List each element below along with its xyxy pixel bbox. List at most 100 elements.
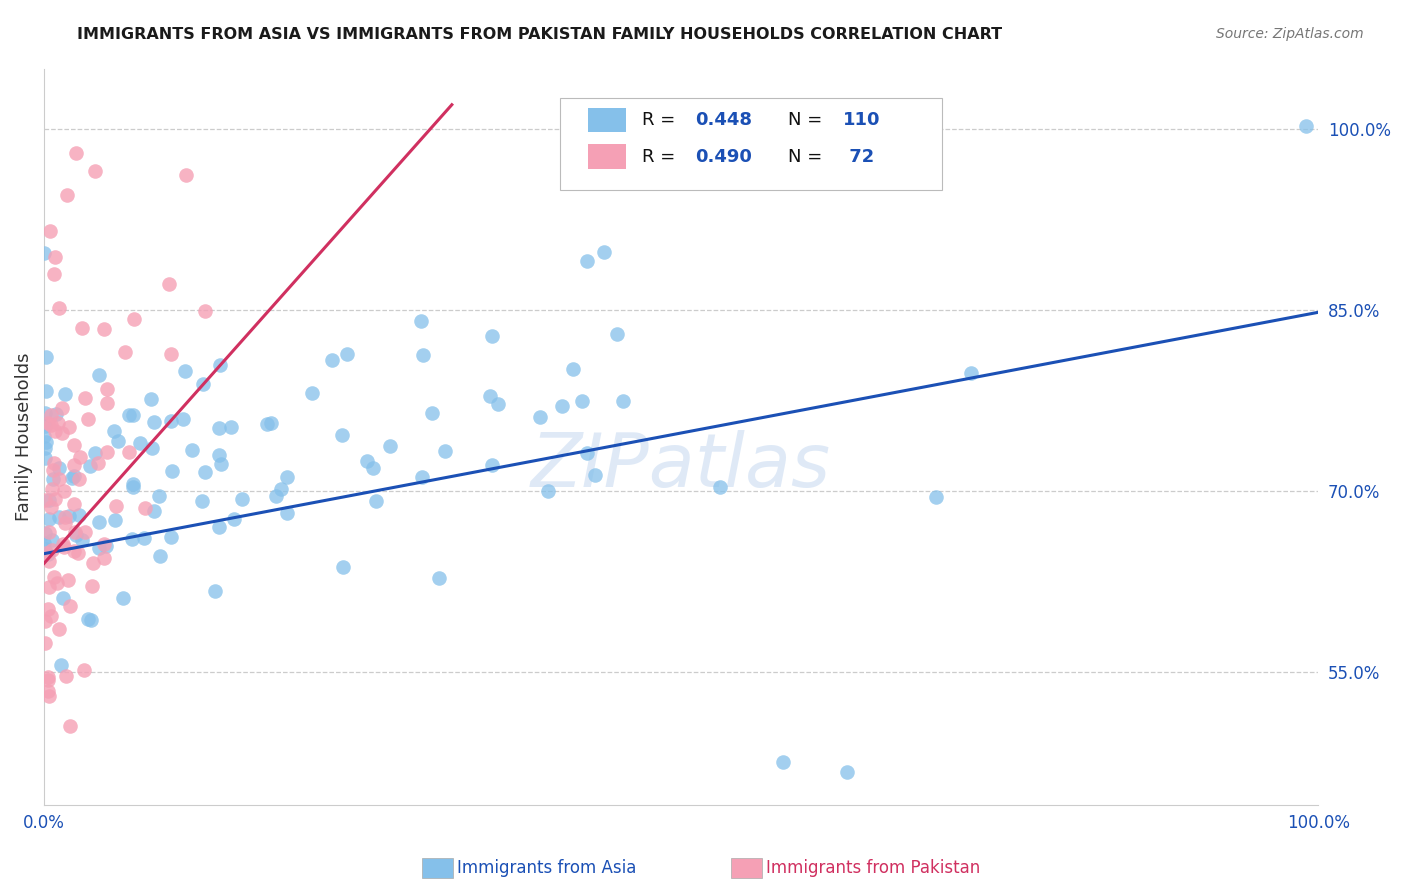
- Point: [420, 406, 443, 420]
- Point: [571, 393, 593, 408]
- Point: [104, 513, 127, 527]
- Point: [121, 532, 143, 546]
- Point: [551, 399, 574, 413]
- Point: [32, 246, 55, 260]
- Point: [34, 428, 56, 442]
- Point: [34, 536, 56, 550]
- Point: [117, 409, 139, 423]
- Point: [606, 326, 628, 341]
- Point: [576, 254, 599, 268]
- Point: [44, 267, 66, 281]
- Point: [63, 468, 86, 483]
- Point: [209, 358, 232, 372]
- Point: [48, 301, 70, 316]
- Text: Immigrants from Pakistan: Immigrants from Pakistan: [766, 859, 980, 877]
- Point: [107, 434, 129, 449]
- Text: N =: N =: [789, 112, 828, 129]
- Point: [52, 591, 75, 606]
- Point: [330, 428, 353, 442]
- Point: [51, 657, 73, 672]
- FancyBboxPatch shape: [560, 98, 942, 190]
- Point: [592, 244, 614, 259]
- Point: [84, 445, 107, 459]
- Point: [53, 386, 76, 401]
- Point: [37, 670, 59, 684]
- Point: [63, 497, 86, 511]
- Point: [157, 277, 180, 291]
- Point: [80, 579, 103, 593]
- Point: [77, 412, 100, 426]
- Point: [336, 347, 359, 361]
- Text: Source: ZipAtlas.com: Source: ZipAtlas.com: [1216, 27, 1364, 41]
- Point: [93, 551, 115, 566]
- Point: [211, 457, 233, 471]
- Point: [139, 392, 162, 406]
- Point: [561, 362, 583, 376]
- Point: [84, 164, 107, 178]
- Point: [222, 511, 245, 525]
- Point: [63, 458, 86, 472]
- Point: [207, 520, 229, 534]
- Point: [321, 353, 343, 368]
- Point: [41, 483, 63, 497]
- Point: [486, 397, 509, 411]
- Point: [118, 445, 141, 459]
- Point: [148, 549, 170, 563]
- Point: [204, 584, 226, 599]
- Point: [67, 472, 90, 486]
- Point: [75, 391, 97, 405]
- Point: [69, 450, 91, 464]
- Point: [481, 458, 503, 473]
- Point: [260, 416, 283, 430]
- Text: 0.490: 0.490: [695, 147, 752, 166]
- Point: [180, 442, 202, 457]
- Point: [122, 476, 145, 491]
- Point: [34, 614, 56, 628]
- Point: [122, 481, 145, 495]
- Point: [42, 456, 65, 470]
- Point: [366, 494, 388, 508]
- Point: [67, 508, 90, 523]
- Point: [159, 414, 181, 428]
- Point: [433, 444, 456, 458]
- Text: IMMIGRANTS FROM ASIA VS IMMIGRANTS FROM PAKISTAN FAMILY HOUSEHOLDS CORRELATION C: IMMIGRANTS FROM ASIA VS IMMIGRANTS FROM …: [77, 27, 1002, 42]
- Point: [48, 460, 70, 475]
- Point: [45, 408, 67, 422]
- Point: [38, 689, 60, 703]
- Point: [58, 719, 80, 733]
- Point: [960, 366, 983, 380]
- Point: [37, 683, 59, 698]
- Point: [72, 321, 94, 335]
- Point: [70, 533, 93, 547]
- Point: [41, 533, 63, 547]
- Point: [332, 560, 354, 574]
- Point: [44, 424, 66, 438]
- Point: [94, 539, 117, 553]
- Point: [121, 409, 143, 423]
- Point: [219, 419, 242, 434]
- Point: [37, 416, 59, 430]
- Point: [301, 386, 323, 401]
- Point: [52, 541, 75, 555]
- Point: [56, 573, 79, 587]
- Text: 110: 110: [844, 112, 880, 129]
- Point: [34, 526, 56, 541]
- Point: [48, 416, 70, 430]
- FancyBboxPatch shape: [588, 108, 627, 132]
- Point: [87, 368, 110, 383]
- Point: [159, 347, 181, 361]
- Point: [1295, 120, 1317, 134]
- Point: [194, 465, 217, 479]
- Point: [48, 471, 70, 485]
- Point: [63, 543, 86, 558]
- Point: [835, 765, 858, 780]
- Point: [105, 499, 128, 513]
- Point: [63, 525, 86, 540]
- Point: [35, 384, 58, 399]
- Point: [41, 543, 63, 558]
- Point: [172, 412, 194, 426]
- Point: [56, 188, 79, 202]
- Point: [478, 389, 501, 403]
- Point: [380, 439, 402, 453]
- Point: [48, 622, 70, 636]
